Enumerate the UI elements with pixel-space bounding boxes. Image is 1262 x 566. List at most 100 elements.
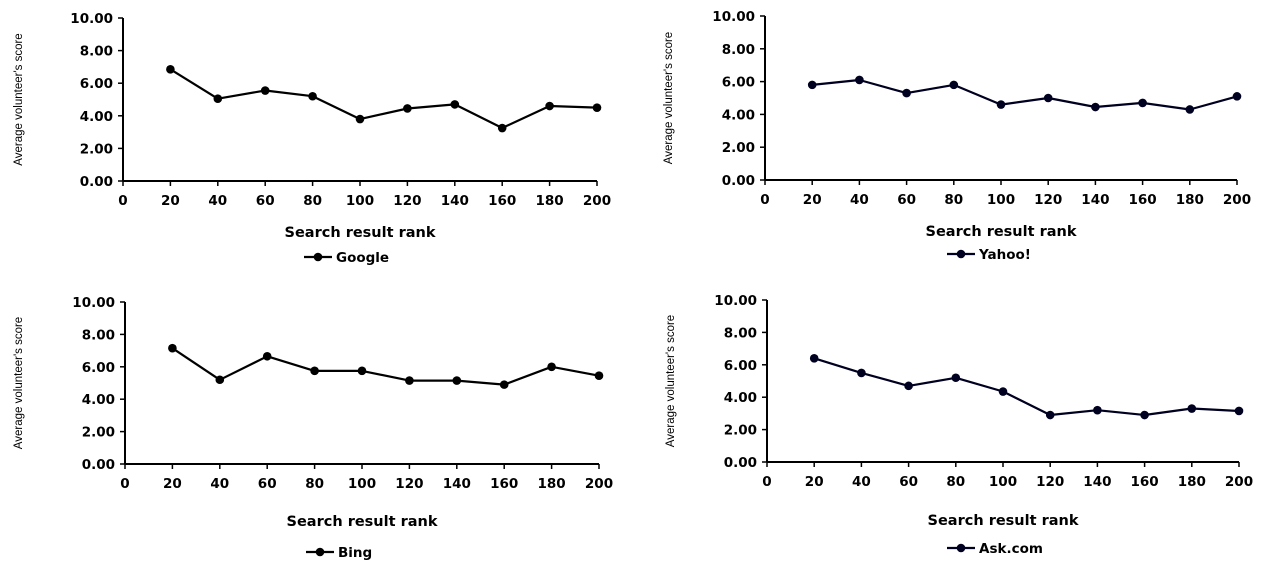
data-point [405,376,414,385]
y-tick-label: 6.00 [722,75,755,91]
data-point [594,371,604,381]
data-point [998,387,1008,396]
data-point [355,114,365,124]
x-axis-title: Search result rank [926,224,1077,240]
x-tick-label: 80 [305,476,324,492]
data-point [450,100,460,109]
x-tick-label: 120 [395,476,423,492]
data-point [215,375,225,385]
x-tick-label: 200 [1223,192,1251,208]
data-point [904,381,913,391]
x-tick-label: 180 [536,193,564,209]
data-point [1234,406,1244,416]
y-tick-label: 2.00 [80,141,113,157]
x-tick-label: 0 [760,192,769,208]
data-point [996,100,1006,109]
x-tick-label: 100 [348,476,376,492]
y-axis-title: Average volunteer's score [13,33,25,165]
y-tick-label: 8.00 [82,327,115,343]
x-tick-label: 140 [1081,192,1109,208]
series-line-google [169,68,598,130]
y-tick-label: 0.00 [722,173,755,189]
x-tick-label: 20 [163,476,182,492]
y-tick-label: 2.00 [722,140,755,156]
data-point [545,101,554,111]
data-point [213,94,223,103]
series-line-ask-com [813,357,1240,417]
x-tick-label: 100 [346,193,374,209]
x-tick-label: 160 [490,476,518,492]
x-tick-label: 200 [585,476,613,492]
x-tick-label: 40 [852,474,871,490]
data-point [1093,405,1102,415]
series-line-yahoo- [812,78,1238,111]
x-tick-label: 140 [1083,474,1111,490]
legend-marker [313,252,323,262]
x-tick-label: 140 [441,193,469,209]
y-tick-label: 10.00 [72,295,115,311]
y-tick-label: 0.00 [80,174,113,190]
x-axis-title: Search result rank [287,514,438,530]
x-tick-label: 160 [488,193,516,209]
x-tick-label: 100 [987,192,1015,208]
x-tick-label: 60 [897,192,916,208]
y-axis-title: Average volunteer's score [665,315,677,447]
x-tick-label: 0 [120,476,129,492]
x-tick-label: 200 [1225,474,1253,490]
data-point [260,86,270,95]
data-point [1140,410,1149,420]
data-point [857,368,866,378]
x-tick-label: 80 [946,474,965,490]
legend-label: Ask.com [979,541,1043,557]
data-point [1045,410,1055,420]
y-tick-label: 8.00 [722,42,755,58]
chart-panel-1: 0.00 2.00 4.00 6.00 8.00 10.00 0 20 40 60 80 100 120… [663,9,1251,263]
x-tick-label: 40 [850,192,869,208]
legend-marker [315,547,325,557]
data-point [499,380,509,389]
data-point [809,354,819,363]
data-point [949,80,959,90]
data-point [855,75,864,85]
chart-panel-3: 0.00 2.00 4.00 6.00 8.00 10.00 0 20 40 60 80 100 120… [665,293,1253,557]
y-tick-label: 2.00 [724,423,757,439]
y-tick-label: 4.00 [80,109,113,125]
legend-label: Yahoo! [978,247,1031,263]
x-tick-label: 160 [1129,192,1157,208]
x-tick-label: 0 [118,193,127,209]
x-tick-label: 80 [944,192,963,208]
x-tick-label: 60 [256,193,275,209]
x-axis-title: Search result rank [928,513,1079,529]
y-tick-label: 10.00 [70,11,113,27]
y-axis-title: Average volunteer's score [663,32,675,164]
data-point [547,362,556,372]
chart-panel-2: 0.00 2.00 4.00 6.00 8.00 10.00 0 20 40 60 80 100 120… [13,295,613,561]
x-tick-label: 160 [1131,474,1159,490]
data-point [1043,93,1053,103]
data-point [592,103,602,112]
x-tick-label: 60 [899,474,918,490]
legend-marker [956,249,966,259]
x-tick-label: 140 [443,476,471,492]
x-tick-label: 180 [538,476,566,492]
data-point [168,343,177,353]
y-tick-label: 10.00 [712,9,755,25]
data-point [357,366,367,376]
data-point [497,123,507,133]
x-axis-title: Search result rank [285,225,436,241]
y-tick-label: 6.00 [82,360,115,376]
y-axis-title: Average volunteer's score [13,317,25,449]
y-tick-label: 6.00 [80,76,113,92]
x-tick-label: 40 [208,193,227,209]
data-point [1138,98,1147,108]
y-tick-label: 4.00 [724,390,757,406]
x-tick-label: 80 [303,193,322,209]
x-tick-label: 20 [805,474,824,490]
legend-label: Bing [338,545,372,561]
chart-panel-0: 0.00 2.00 4.00 6.00 8.00 10.00 0 20 40 60 80 100 120… [13,11,611,266]
data-point [166,65,175,74]
x-tick-label: 120 [393,193,421,209]
data-point [1091,102,1100,112]
y-tick-label: 0.00 [82,457,115,473]
